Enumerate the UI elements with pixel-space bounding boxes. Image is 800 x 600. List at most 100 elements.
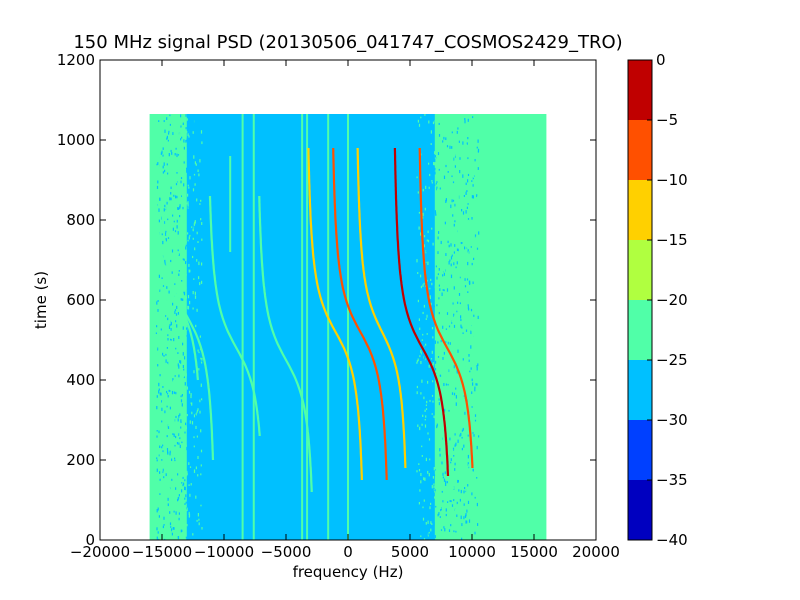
noise-speck (178, 494, 180, 497)
noise-speck (444, 322, 446, 326)
noise-speck (164, 335, 166, 338)
noise-speck (173, 527, 175, 530)
noise-speck (423, 244, 425, 248)
noise-speck (156, 354, 158, 358)
noise-speck (179, 195, 181, 199)
noise-speck (200, 130, 203, 134)
noise-speck (438, 280, 440, 283)
noise-speck (439, 187, 441, 190)
noise-speck (429, 297, 431, 299)
doppler-curve-10 (493, 140, 513, 301)
noise-speck (197, 169, 199, 173)
noise-speck (460, 188, 462, 191)
noise-speck (463, 323, 466, 327)
noise-speck (452, 368, 454, 373)
noise-speck (474, 234, 477, 238)
noise-speck (476, 242, 478, 246)
noise-speck (199, 179, 201, 182)
noise-speck (467, 219, 469, 224)
noise-speck (183, 249, 186, 252)
noise-speck (166, 392, 169, 395)
noise-speck (428, 120, 430, 124)
noise-speck (446, 291, 448, 294)
noise-speck (435, 157, 437, 161)
noise-speck (199, 241, 201, 245)
noise-speck (180, 360, 182, 364)
noise-speck (180, 138, 182, 141)
noise-speck (172, 214, 174, 217)
noise-speck (191, 165, 193, 168)
noise-speck (450, 133, 452, 136)
noise-speck (187, 232, 189, 235)
noise-speck (434, 210, 436, 214)
noise-speck (453, 203, 455, 206)
noise-speck (158, 120, 160, 122)
noise-speck (163, 518, 166, 523)
noise-speck (442, 140, 444, 143)
noise-speck (443, 443, 445, 447)
noise-speck (456, 490, 458, 494)
noise-speck (200, 319, 202, 322)
noise-speck (195, 433, 197, 436)
noise-speck (454, 156, 457, 158)
doppler-curve-6 (356, 147, 407, 469)
noise-speck (195, 425, 197, 430)
x-axis: −20000 −15000 −10000 −5000 0 5000 10000 15000 20… (70, 60, 620, 561)
noise-speck (453, 455, 455, 457)
noise-speck (170, 201, 172, 205)
noise-speck (193, 414, 196, 418)
noise-speck (157, 454, 159, 458)
noise-speck (176, 219, 178, 223)
noise-speck (430, 130, 432, 134)
noise-speck (454, 244, 456, 247)
noise-speck (447, 501, 449, 503)
noise-speck (461, 126, 464, 129)
noise-speck (165, 140, 167, 144)
noise-speck (460, 133, 462, 137)
noise-speck (447, 383, 449, 386)
noise-speck (421, 423, 423, 426)
noise-speck (446, 523, 449, 525)
noise-speck (167, 334, 169, 337)
noise-speck (423, 304, 425, 308)
noise-speck (422, 293, 424, 297)
noise-speck (475, 197, 477, 201)
noise-speck (198, 518, 200, 521)
noise-speck (197, 384, 200, 388)
noise-speck (467, 291, 469, 293)
noise-speck (448, 407, 450, 410)
noise-speck (429, 287, 431, 290)
noise-speck (432, 400, 434, 403)
noise-speck (451, 392, 454, 395)
noise-speck (171, 385, 173, 387)
noise-speck (200, 266, 202, 269)
noise-speck (432, 116, 434, 119)
noise-speck (464, 152, 466, 155)
noise-speck (182, 190, 184, 193)
noise-speck (194, 161, 196, 165)
noise-speck (461, 306, 463, 310)
noise-speck (186, 470, 188, 474)
noise-speck (457, 503, 459, 507)
noise-speck (200, 400, 202, 402)
noise-speck (417, 358, 419, 362)
noise-speck (170, 328, 172, 331)
noise-speck (435, 370, 437, 373)
noise-speck (163, 524, 165, 526)
noise-speck (200, 418, 202, 421)
noise-speck (478, 231, 480, 235)
noise-speck (465, 520, 467, 524)
noise-speck (185, 501, 187, 504)
noise-speck (434, 469, 436, 471)
noise-speck (434, 535, 436, 539)
noise-speck (431, 158, 433, 160)
noise-speck (420, 271, 423, 274)
noise-speck (456, 371, 458, 374)
noise-speck (453, 379, 455, 383)
noise-speck (472, 468, 474, 472)
noise-speck (165, 353, 167, 356)
noise-speck (159, 236, 161, 239)
noise-speck (448, 224, 450, 227)
noise-speck (183, 508, 186, 512)
noise-speck (162, 292, 164, 295)
